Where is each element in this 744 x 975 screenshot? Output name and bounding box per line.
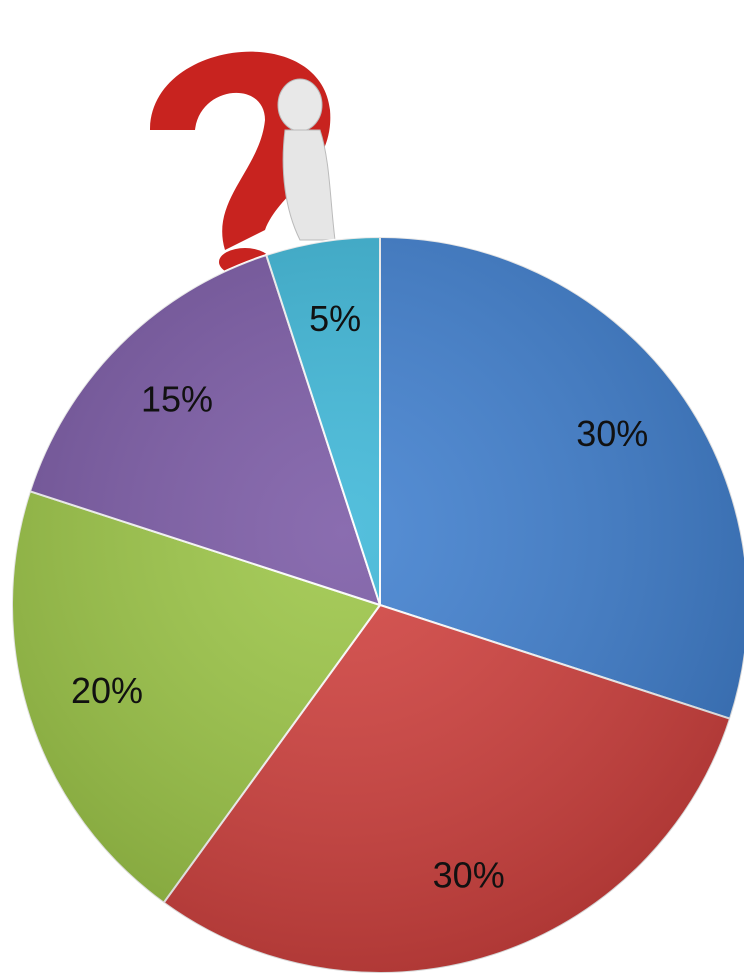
data-label: 15% xyxy=(141,379,213,420)
page: {"chart_data": {"type": "pie", "values":… xyxy=(0,0,744,975)
decoration-figure xyxy=(150,52,335,276)
figure-body xyxy=(283,130,335,240)
data-label: 30% xyxy=(576,413,648,454)
data-label: 20% xyxy=(71,670,143,711)
pie xyxy=(12,237,744,973)
figure-head xyxy=(278,79,322,131)
data-label: 30% xyxy=(433,855,505,896)
chart: 30% 30% 20% 15% 5% xyxy=(0,0,744,975)
data-label: 5% xyxy=(309,298,361,339)
